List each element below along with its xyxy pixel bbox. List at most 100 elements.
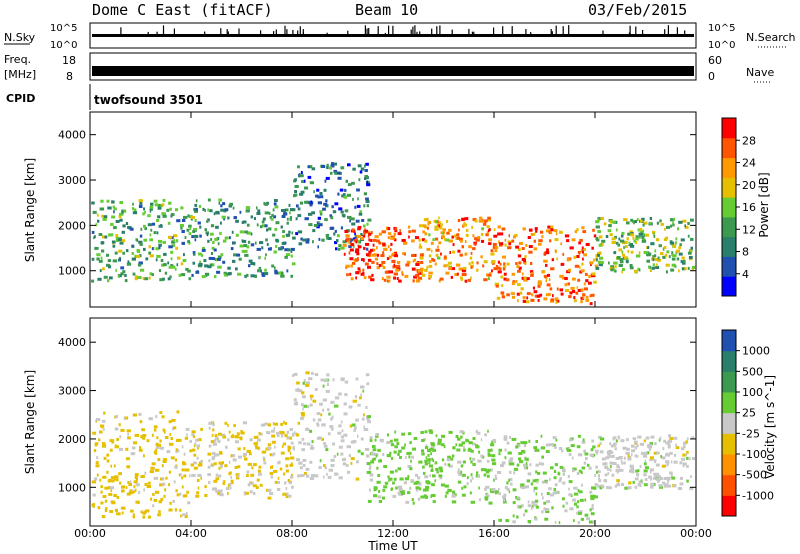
vel-cell <box>165 476 168 480</box>
vel-cell <box>367 415 371 419</box>
power-cell <box>631 220 635 224</box>
power-cell <box>683 259 686 263</box>
power-cell <box>169 275 172 279</box>
vel-cell <box>616 465 619 469</box>
power-cell <box>635 237 639 241</box>
power-cell <box>205 231 209 235</box>
power-cell <box>264 272 269 276</box>
vel-cell <box>316 412 321 416</box>
power-cell <box>555 299 560 303</box>
vel-cell <box>398 487 403 491</box>
vel-cell <box>487 468 491 472</box>
power-cell <box>310 200 313 204</box>
vel-cell <box>330 401 333 404</box>
power-cell <box>158 246 161 250</box>
nsearch-tick-top: 10^5 <box>708 23 735 34</box>
power-cell <box>391 259 395 263</box>
power-cell <box>658 244 662 248</box>
vel-cell <box>213 479 218 483</box>
vel-cell <box>296 381 300 385</box>
power-cell <box>204 272 210 276</box>
power-cell <box>461 217 465 221</box>
power-cell <box>446 263 449 267</box>
power-cell <box>290 274 293 278</box>
power-cell <box>603 222 607 226</box>
power-cell <box>541 270 544 274</box>
vel-cell <box>635 469 638 473</box>
vel-cell <box>276 431 280 435</box>
power-cell <box>444 255 447 259</box>
vel-cell <box>277 481 280 484</box>
power-cell <box>560 292 564 296</box>
vel-cell <box>186 490 189 494</box>
power-cell <box>245 273 249 277</box>
power-cell <box>637 228 641 232</box>
vel-cell <box>213 487 217 491</box>
power-cell <box>220 204 223 208</box>
power-colorbar-tick-label: 12 <box>742 223 756 236</box>
power-cell <box>688 251 692 255</box>
vel-cell <box>284 434 288 438</box>
vel-cell <box>605 456 609 460</box>
vel-cell <box>549 493 554 497</box>
power-cell <box>479 216 483 220</box>
power-cell <box>508 234 510 238</box>
vel-cell <box>686 456 689 460</box>
power-cell <box>549 239 552 243</box>
vel-cell <box>215 436 219 440</box>
vel-cell <box>332 442 336 446</box>
power-cell <box>652 258 655 262</box>
vel-cell <box>309 460 313 464</box>
power-cell <box>546 273 550 277</box>
vel-cell <box>520 483 525 487</box>
power-cell <box>156 254 161 258</box>
power-cell <box>321 165 326 168</box>
vel-cell <box>506 441 510 445</box>
power-cell <box>210 232 214 236</box>
vel-cell <box>221 465 223 469</box>
vel-cell <box>305 474 310 478</box>
vel-cell <box>242 452 247 456</box>
vel-cell <box>355 418 359 422</box>
vel-cell <box>289 428 293 431</box>
vel-cell <box>541 492 543 496</box>
vel-cell <box>438 466 443 470</box>
power-cell <box>504 238 507 242</box>
power-cell <box>157 204 161 207</box>
vel-cell <box>119 435 122 439</box>
vel-cell <box>160 497 164 501</box>
vel-cell <box>382 496 385 500</box>
power-cell <box>289 217 292 221</box>
power-cell <box>626 237 629 241</box>
power-cell <box>374 257 379 261</box>
power-cell <box>533 290 538 294</box>
power-cell <box>102 267 105 271</box>
power-cell <box>113 226 117 230</box>
vel-cell <box>158 510 161 514</box>
vel-cell <box>172 427 175 431</box>
vel-cell <box>116 512 121 516</box>
power-cell <box>487 229 490 233</box>
nsky-spike <box>473 31 475 35</box>
vel-cell <box>183 494 188 498</box>
power-cell <box>173 239 176 242</box>
power-cell <box>611 241 616 244</box>
power-cell <box>571 238 576 242</box>
vel-cell <box>132 446 136 450</box>
vel-cell <box>327 408 330 412</box>
vel-cell <box>610 468 612 472</box>
power-cell <box>613 251 617 255</box>
vel-cell <box>395 486 398 490</box>
power-cell <box>340 226 343 230</box>
vel-cell <box>498 492 501 496</box>
vel-cell <box>660 477 664 481</box>
vel-cell <box>298 441 302 445</box>
vel-cell <box>586 463 590 467</box>
power-cell <box>139 254 142 258</box>
power-cell <box>199 234 202 238</box>
power-cell <box>363 164 366 168</box>
vel-cell <box>627 486 632 490</box>
vel-cell <box>181 476 184 480</box>
power-cell <box>107 206 112 210</box>
